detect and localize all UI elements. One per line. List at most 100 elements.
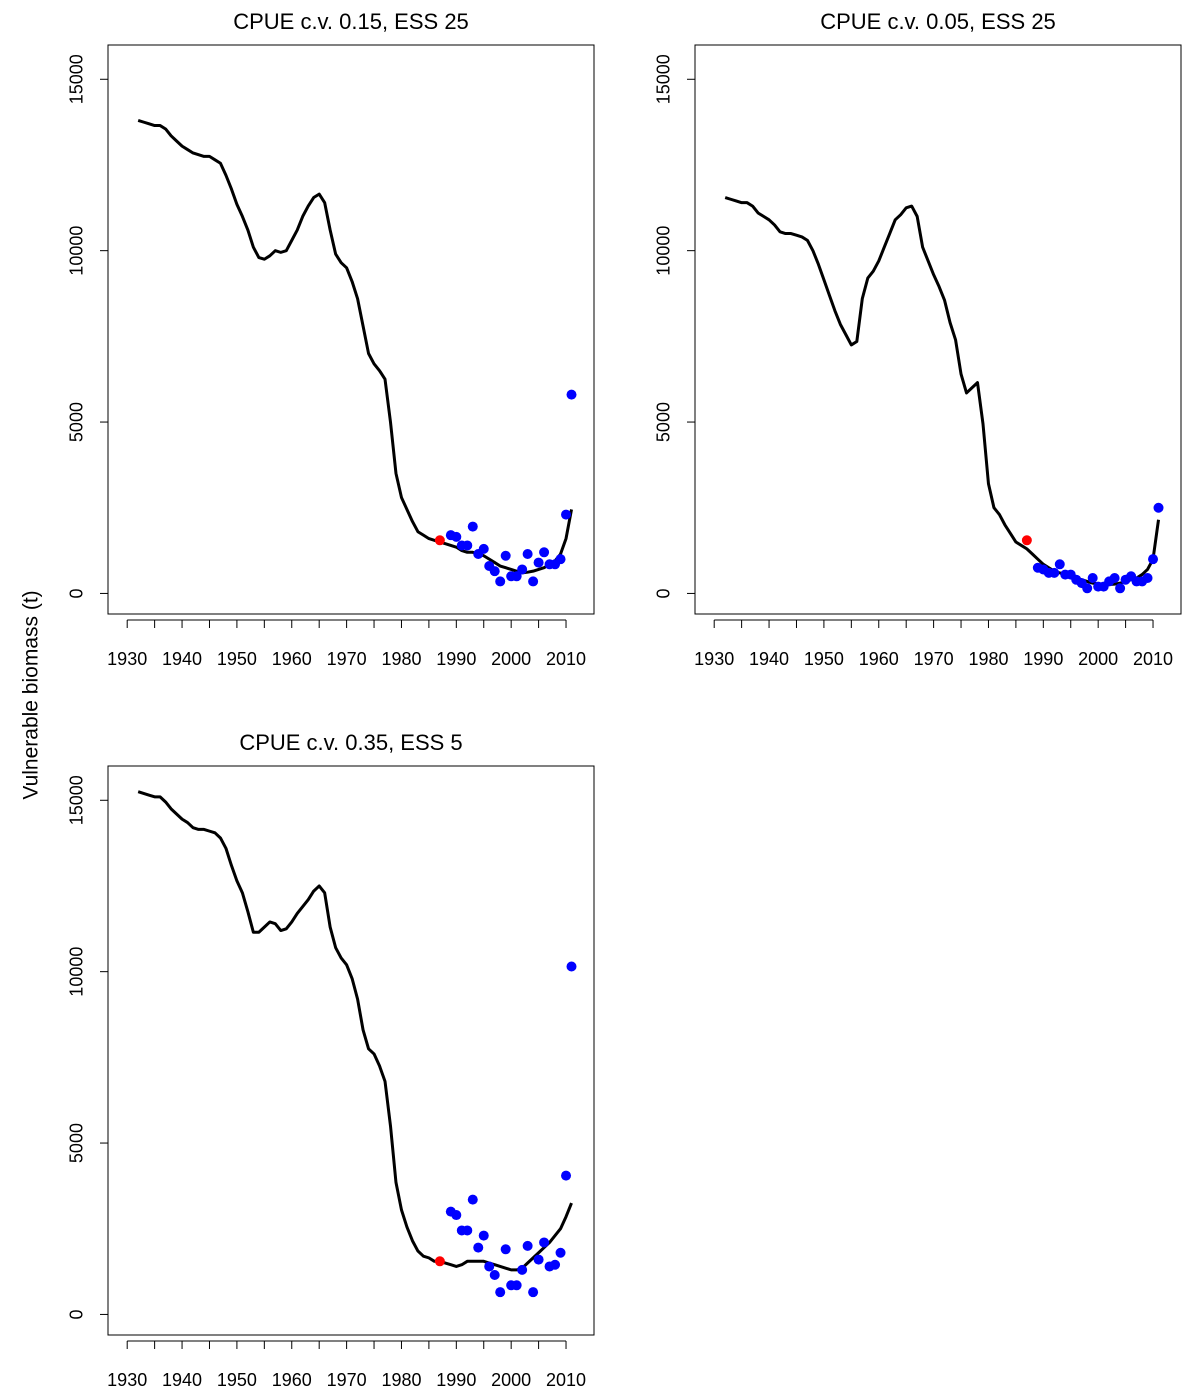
y-tick-label: 5000 (654, 402, 674, 442)
cpue-point (489, 566, 500, 577)
cpue-point (555, 554, 566, 565)
y-tick-label: 0 (654, 588, 674, 598)
cpue-point (500, 550, 511, 561)
x-tick-label: 1970 (327, 649, 367, 669)
x-tick-label: 2000 (491, 649, 531, 669)
plot-box (694, 44, 1182, 615)
cpue-point (555, 1247, 566, 1258)
y-tick-label: 5000 (67, 402, 87, 442)
x-tick-label: 2000 (491, 1370, 531, 1390)
panel: CPUE c.v. 0.35, ESS 5 0 5000 10000 15000 1930… (67, 730, 595, 1390)
cpue-point (1021, 535, 1032, 546)
cpue-point (1153, 502, 1164, 513)
biomass-line (137, 118, 573, 575)
y-tick-label: 15000 (67, 54, 87, 104)
cpue-point (1115, 583, 1126, 594)
cpue-point (511, 571, 522, 582)
cpue-point (566, 961, 577, 972)
cpue-point (517, 564, 528, 575)
cpue-point (500, 1244, 511, 1255)
y-tick-label: 5000 (67, 1123, 87, 1163)
cpue-point (484, 1261, 495, 1272)
cpue-point (434, 1256, 445, 1267)
cpue-point (550, 1259, 561, 1270)
y-tick-label: 10000 (67, 226, 87, 276)
x-tick-label: 1950 (804, 649, 844, 669)
x-tick-label: 1950 (217, 649, 257, 669)
cpue-point (1049, 567, 1060, 578)
cpue-point (495, 1287, 506, 1298)
x-tick-label: 1930 (107, 1370, 147, 1390)
x-tick-label: 2010 (546, 1370, 586, 1390)
x-tick-label: 1990 (436, 649, 476, 669)
cpue-point (462, 540, 473, 551)
cpue-point (561, 1170, 572, 1181)
chart-title: CPUE c.v. 0.15, ESS 25 (233, 9, 469, 34)
x-tick-label: 2010 (546, 649, 586, 669)
cpue-point (528, 1287, 539, 1298)
cpue-point (1148, 554, 1159, 565)
plot-box (107, 765, 595, 1336)
x-tick-label: 2000 (1078, 649, 1118, 669)
y-axis-label: Vulnerable biomass (t) (20, 590, 43, 799)
cpue-point (478, 1230, 489, 1241)
cpue-point (467, 521, 478, 532)
x-tick-label: 1960 (272, 1370, 312, 1390)
cpue-point (522, 1240, 533, 1251)
cpue-point (1142, 573, 1153, 584)
cpue-point (533, 1254, 544, 1265)
x-tick-label: 1940 (162, 649, 202, 669)
x-tick-label: 1940 (749, 649, 789, 669)
cpue-point (451, 531, 462, 542)
cpue-point (539, 547, 550, 558)
cpue-point (561, 509, 572, 520)
cpue-point (566, 389, 577, 400)
x-tick-label: 1990 (436, 1370, 476, 1390)
cpue-point (489, 1270, 500, 1281)
cpue-point (1109, 573, 1120, 584)
x-tick-label: 1960 (859, 649, 899, 669)
biomass-line (137, 790, 573, 1272)
y-tick-label: 0 (67, 1309, 87, 1319)
panel: CPUE c.v. 0.15, ESS 25 0 5000 10000 15000 193… (67, 9, 595, 669)
cpue-point (478, 543, 489, 554)
x-tick-label: 1940 (162, 1370, 202, 1390)
cpue-point (1082, 583, 1093, 594)
cpue-point (1087, 573, 1098, 584)
x-tick-label: 1930 (694, 649, 734, 669)
x-tick-label: 1930 (107, 649, 147, 669)
cpue-point (451, 1210, 462, 1221)
cpue-point (528, 576, 539, 587)
y-tick-label: 15000 (654, 54, 674, 104)
x-tick-label: 1970 (914, 649, 954, 669)
x-tick-label: 1960 (272, 649, 312, 669)
y-tick-label: 10000 (67, 947, 87, 997)
chart-title: CPUE c.v. 0.35, ESS 5 (239, 730, 462, 755)
x-tick-label: 1990 (1023, 649, 1063, 669)
cpue-point (517, 1264, 528, 1275)
panel: CPUE c.v. 0.05, ESS 25 0 5000 10000 15000 193… (654, 9, 1182, 669)
cpue-point (533, 557, 544, 568)
x-tick-label: 1980 (968, 649, 1008, 669)
y-tick-label: 10000 (654, 226, 674, 276)
x-tick-label: 1980 (381, 1370, 421, 1390)
y-tick-label: 15000 (67, 775, 87, 825)
cpue-point (434, 535, 445, 546)
cpue-point (467, 1194, 478, 1205)
x-tick-label: 1980 (381, 649, 421, 669)
cpue-point (462, 1225, 473, 1236)
cpue-point (1054, 559, 1065, 570)
biomass-line (724, 196, 1160, 587)
cpue-point (522, 549, 533, 560)
x-tick-label: 1970 (327, 1370, 367, 1390)
cpue-point (539, 1237, 550, 1248)
x-tick-label: 2010 (1133, 649, 1173, 669)
cpue-point (511, 1280, 522, 1291)
cpue-point (495, 576, 506, 587)
cpue-point (473, 1242, 484, 1253)
x-tick-label: 1950 (217, 1370, 257, 1390)
plot-box (107, 44, 595, 615)
y-tick-label: 0 (67, 588, 87, 598)
chart-title: CPUE c.v. 0.05, ESS 25 (820, 9, 1056, 34)
